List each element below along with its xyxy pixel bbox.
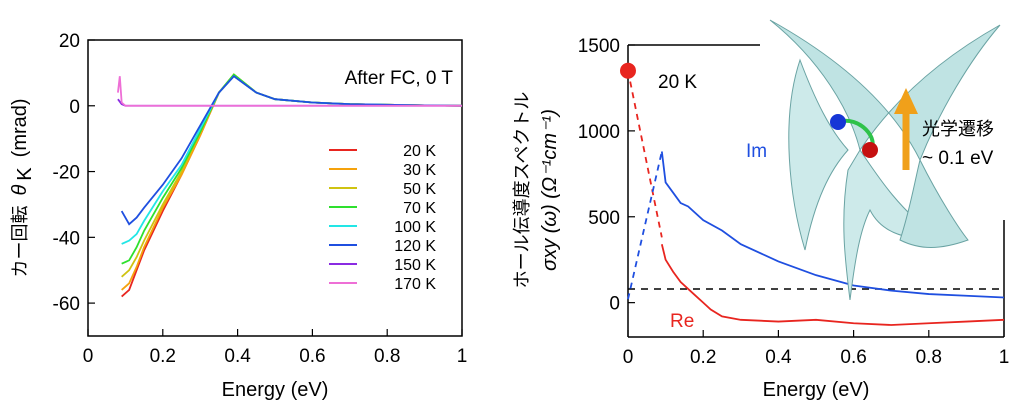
node-blue [830,114,846,130]
left-annotation: After FC, 0 T [345,68,454,89]
cone-right-lobe [899,158,969,248]
right-y-label-jp: ホール伝導度スペクトル [512,92,533,289]
left-y-label-jp: カー回転 [10,206,31,278]
cone-left-lobe [788,58,849,251]
legend-label: 150 K [394,257,436,274]
transition-arrow-head [894,88,918,114]
cone-upper-surface [769,19,1001,162]
legend-label: 120 K [394,238,436,255]
legend-label: 170 K [394,276,436,293]
right-annotation: 20 K [658,72,697,93]
y-tick-label: 500 [588,208,620,229]
y-tick-label: -60 [53,294,80,315]
left-chart: 0 0.2 0.4 0.6 0.8 1 20 0 -20 -40 -60 After FC, 0 T… [9,31,467,401]
series-line-0-5 [120,74,463,226]
left-plot-frame [87,39,463,337]
y-tick-label: 1000 [578,122,620,143]
right-y-label-symbol: σxy (ω) (Ω⁻¹cm⁻¹) [539,109,561,271]
series-label-re: Re [670,311,694,332]
x-tick-label: 1 [457,346,468,367]
y-tick-label: 0 [69,97,80,118]
x-tick-label: 0.8 [916,347,942,368]
x-tick-label: 0 [83,346,94,367]
series-line-1-0 [660,151,1005,299]
left-legend: 20 K 30 K 50 K 70 K 100 K 120 K 150 K 170 K [329,143,436,293]
right-chart: 0 0.2 0.4 0.6 0.8 1 1500 1000 500 0 20 K Im Re En… [512,19,1010,401]
legend-label: 100 K [394,219,436,236]
y-tick-label: 0 [609,294,620,315]
legend-label: 50 K [403,181,436,198]
cone-lower-surface [843,149,942,301]
left-y-label-sub: K [14,167,36,181]
y-tick-label: -20 [53,163,80,184]
left-x-axis-label: Energy (eV) [222,379,329,401]
y-tick-label: 20 [59,31,80,52]
series-line-1-2 [627,70,663,238]
legend-label: 20 K [403,143,436,160]
left-y-axis-label: カー回転 θ K (mrad) [9,98,36,277]
dirac-cone-inset: 光学遷移 ~ 0.1 eV [769,19,1001,301]
node-red [862,142,878,158]
series-line-1-1 [660,244,1005,326]
inset-text-line2: ~ 0.1 eV [922,148,994,169]
series-line-1-3 [627,151,663,300]
x-tick-label: 0.6 [299,346,325,367]
left-y-label-symbol: θ [9,185,31,196]
legend-label: 30 K [403,162,436,179]
x-tick-label: 0.4 [224,346,251,367]
left-y-label-unit: (mrad) [9,98,31,157]
right-x-axis-label: Energy (eV) [763,379,870,401]
legend-label: 70 K [403,200,436,217]
x-tick-label: 0 [623,347,634,368]
y-tick-label: 1500 [578,36,620,57]
x-tick-label: 0.8 [374,346,400,367]
x-tick-label: 0.4 [765,347,792,368]
zero-energy-point [620,62,636,79]
inset-text-line1: 光学遷移 [922,119,994,140]
x-tick-label: 1 [999,347,1010,368]
series-label-im: Im [746,141,767,162]
series-line-0-7 [117,76,462,107]
x-tick-label: 0.6 [840,347,866,368]
x-tick-label: 0.2 [150,346,176,367]
y-tick-label: -40 [53,228,80,249]
x-tick-label: 0.2 [690,347,716,368]
